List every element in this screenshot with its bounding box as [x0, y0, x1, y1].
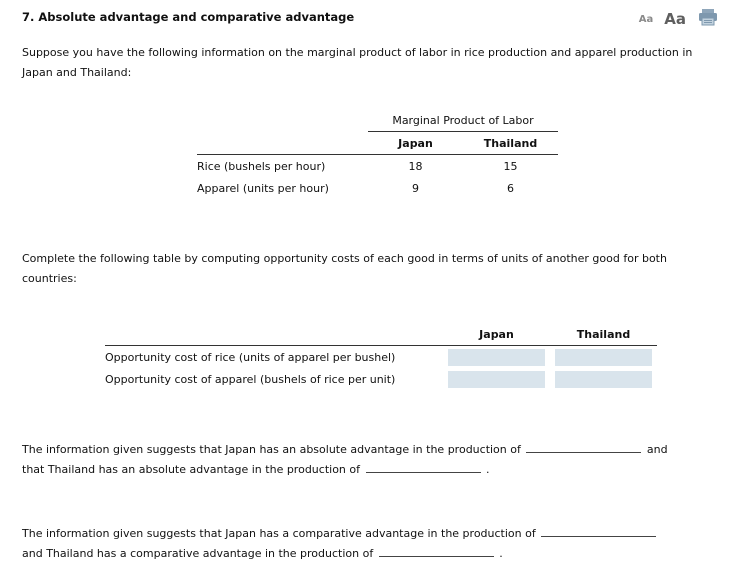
oc-header-row: Japan Thailand: [105, 323, 657, 346]
oc-apparel-thailand-input[interactable]: [555, 370, 652, 388]
comparative-japan-blank[interactable]: [541, 525, 657, 537]
question-header: 7. Absolute advantage and comparative ad…: [22, 8, 725, 27]
table-row: Opportunity cost of rice (units of appar…: [105, 346, 657, 369]
mpl-value-rice-thailand: 15: [503, 159, 518, 173]
font-size-large-button[interactable]: Aa: [664, 10, 686, 28]
printer-button[interactable]: [697, 8, 719, 29]
comparative-advantage-text: The information given suggests that Japa…: [22, 524, 725, 564]
table-row: Apparel (units per hour) 9 6: [197, 177, 558, 199]
comparative-thailand-blank[interactable]: [378, 545, 494, 557]
mpl-value-rice-japan: 18: [408, 159, 423, 173]
absolute-thailand-blank[interactable]: [365, 461, 481, 473]
oc-rice-japan-input[interactable]: [448, 348, 545, 366]
instruction-text: Complete the following table by computin…: [22, 252, 667, 285]
mpl-header-row: Japan Thailand: [197, 131, 558, 155]
absolute-seg3: that Thailand has an absolute advantage …: [22, 463, 360, 476]
absolute-advantage-text: The information given suggests that Japa…: [22, 440, 725, 480]
table-row: Opportunity cost of apparel (bushels of …: [105, 368, 657, 390]
mpl-col-thailand: Thailand: [463, 131, 558, 155]
table-row: Rice (bushels per hour) 18 15: [197, 155, 558, 178]
comparative-seg1: The information given suggests that Japa…: [22, 527, 536, 540]
mpl-value-apparel-thailand: 6: [507, 181, 514, 195]
oc-col-thailand: Thailand: [550, 323, 657, 346]
mpl-col-japan: Japan: [368, 131, 463, 155]
mpl-row-label-rice: Rice (bushels per hour): [197, 159, 326, 173]
oc-row-label-rice: Opportunity cost of rice (units of appar…: [105, 350, 396, 364]
absolute-seg2: and: [646, 443, 668, 456]
printer-icon: [699, 9, 717, 26]
oc-rice-thailand-input[interactable]: [555, 348, 652, 366]
header-controls: Aa Aa: [639, 8, 725, 27]
oc-row-label-apparel: Opportunity cost of apparel (bushels of …: [105, 372, 396, 386]
comparative-seg2: and Thailand has a comparative advantage…: [22, 547, 374, 560]
oc-apparel-japan-input[interactable]: [448, 370, 545, 388]
mpl-value-apparel-japan: 9: [412, 181, 419, 195]
comparative-seg3: .: [499, 547, 503, 560]
question-title: 7. Absolute advantage and comparative ad…: [22, 10, 355, 24]
opportunity-cost-table: Japan Thailand Opportunity cost of rice …: [105, 323, 657, 390]
mpl-table-title: Marginal Product of Labor: [368, 109, 558, 132]
font-size-small-button[interactable]: Aa: [638, 14, 654, 25]
mpl-row-label-apparel: Apparel (units per hour): [197, 181, 329, 195]
mpl-title-row: Marginal Product of Labor: [197, 109, 558, 132]
absolute-japan-blank[interactable]: [526, 441, 642, 453]
oc-col-japan: Japan: [443, 323, 550, 346]
intro-text: Suppose you have the following informati…: [22, 46, 693, 79]
mpl-table: Marginal Product of Labor Japan Thailand…: [197, 109, 558, 199]
absolute-seg4: .: [486, 463, 490, 476]
absolute-seg1: The information given suggests that Japa…: [22, 443, 521, 456]
